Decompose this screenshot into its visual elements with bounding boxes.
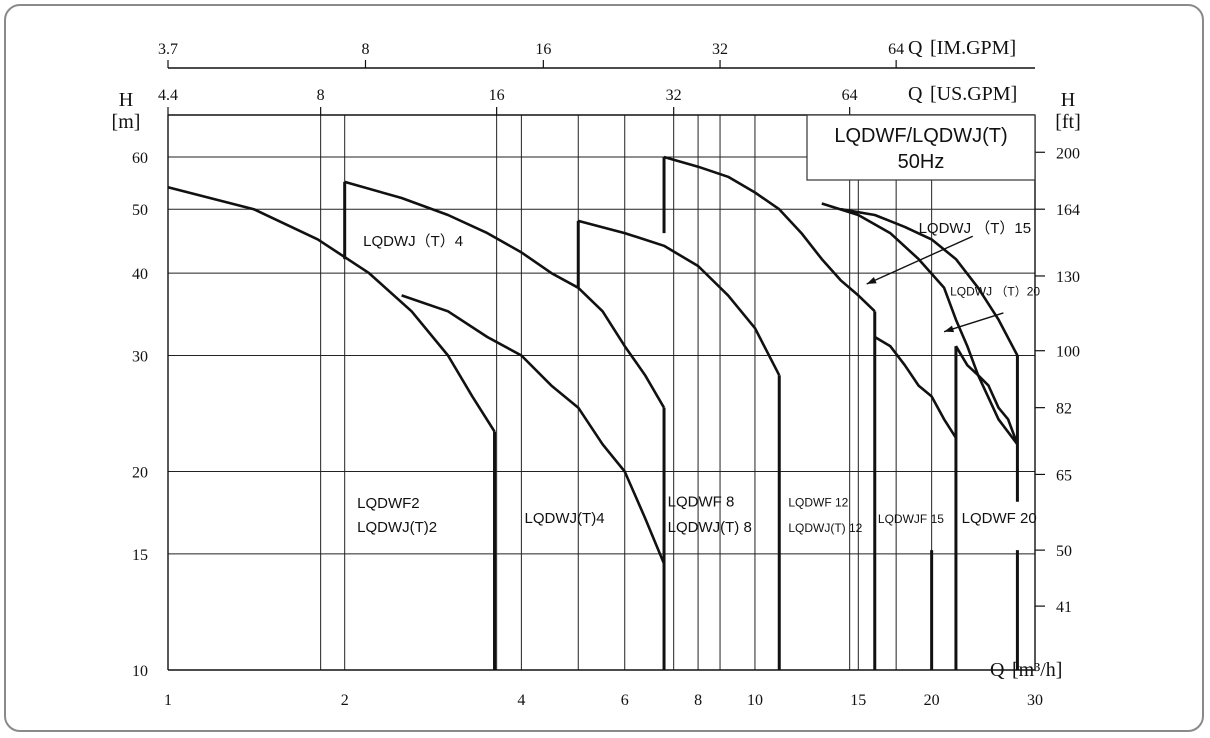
- pump-curve: [821, 202, 1019, 446]
- im-gpm-axis-unit: [IM.GPM]: [930, 37, 1016, 59]
- pump-curve: [167, 185, 496, 433]
- curve-label: LQDWJ(T)4: [525, 510, 605, 527]
- pump-curve: [401, 294, 666, 565]
- chart-subtitle: 50Hz: [898, 151, 945, 173]
- y-right-axis-unit: [ft]: [1055, 111, 1081, 133]
- x-tick-label: 4: [517, 692, 525, 709]
- us-gpm-axis-unit: [US.GPM]: [930, 83, 1017, 105]
- im-gpm-tick-label: 8: [361, 41, 369, 58]
- ft-tick-label: 100: [1056, 344, 1080, 361]
- ft-tick-label: 200: [1056, 145, 1080, 162]
- us-gpm-tick-label: 16: [489, 87, 505, 104]
- us-gpm-axis-label: Q: [908, 83, 923, 105]
- curve-label: LQDWF 12: [788, 496, 848, 510]
- ft-tick-label: 50: [1056, 543, 1072, 560]
- curve-label: LQDWJF 15: [878, 512, 944, 526]
- pointer-arrow-head: [944, 325, 955, 333]
- labels: LQDWJ（T）4 LQDWF2 LQDWJ(T)2 LQDWJ(T)4 LQDWF 8…: [357, 220, 1040, 536]
- y-tick-label: 15: [132, 547, 148, 564]
- y-tick-label: 50: [132, 202, 148, 219]
- im-gpm-tick-label: 32: [712, 41, 728, 58]
- im-gpm-tick-label: 16: [535, 41, 551, 58]
- x-axis-label: Q: [990, 659, 1005, 681]
- pump-curve: [954, 345, 1019, 445]
- us-gpm-tick-label: 4.4: [158, 87, 178, 104]
- y-tick-label: 60: [132, 150, 148, 167]
- y-tick-label: 20: [132, 465, 148, 482]
- x-tick-label: 8: [694, 692, 702, 709]
- pump-curve: [874, 335, 957, 439]
- grid: [167, 115, 1036, 671]
- x-tick-label: 20: [924, 692, 940, 709]
- curve-label: LQDWJ （T）15: [919, 220, 1032, 237]
- ft-tick-label: 41: [1056, 599, 1072, 616]
- y-tick-label: 30: [132, 348, 148, 365]
- us-gpm-tick-label: 64: [842, 87, 858, 104]
- y-left-axis-label: H: [119, 89, 133, 111]
- im-gpm-axis-label: Q: [908, 37, 923, 59]
- pointer-arrow-head: [866, 277, 877, 285]
- y-left-axis-unit: [m]: [112, 111, 141, 133]
- curve-label: LQDWJ（T）4: [363, 233, 463, 250]
- x-axis-unit: [m³/h]: [1012, 659, 1062, 681]
- im-gpm-tick-label: 64: [888, 41, 904, 58]
- curve-label: LQDWJ （T）20: [950, 284, 1040, 298]
- pump-curve: [344, 180, 666, 409]
- x-tick-label: 30: [1027, 692, 1043, 709]
- chart-title: LQDWF/LQDWJ(T): [834, 125, 1007, 147]
- x-tick-label: 6: [621, 692, 629, 709]
- y-tick-label: 40: [132, 266, 148, 283]
- x-tick-label: 15: [850, 692, 866, 709]
- title-box: [806, 114, 1036, 181]
- us-gpm-tick-label: 32: [666, 87, 682, 104]
- curve-label: LQDWF 8: [668, 494, 735, 511]
- curve-label: LQDWF 20: [962, 510, 1037, 527]
- pointer-arrow-line: [943, 312, 1004, 333]
- curve-label: LQDWF2: [357, 495, 420, 512]
- curves: [167, 155, 1019, 670]
- ft-tick-label: 130: [1056, 269, 1080, 286]
- us-gpm-tick-label: 8: [317, 87, 325, 104]
- pointer-arrow-line: [866, 235, 974, 285]
- ft-tick-label: 65: [1056, 467, 1072, 484]
- im-gpm-tick-label: 3.7: [158, 41, 178, 58]
- pump-curve: [663, 155, 876, 313]
- curve-label: LQDWJ(T)2: [357, 519, 437, 536]
- curve-label: LQDWJ(T) 12: [788, 521, 862, 535]
- ft-tick-label: 164: [1056, 202, 1080, 219]
- x-tick-label: 1: [164, 692, 172, 709]
- ft-tick-label: 82: [1056, 401, 1072, 418]
- curve-label: LQDWJ(T) 8: [668, 519, 752, 536]
- y-right-axis-label: H: [1061, 89, 1075, 111]
- x-tick-label: 10: [747, 692, 763, 709]
- x-tick-label: 2: [341, 692, 349, 709]
- y-tick-label: 10: [132, 663, 148, 680]
- pump-curve: [577, 219, 781, 376]
